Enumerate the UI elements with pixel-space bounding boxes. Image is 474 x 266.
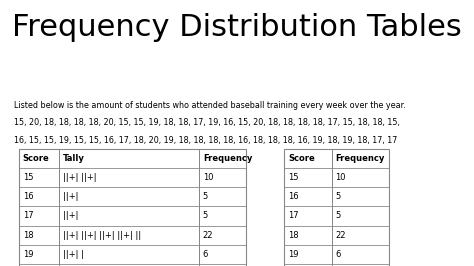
Text: 19: 19 (23, 250, 33, 259)
Text: 15: 15 (23, 173, 33, 182)
Text: 18: 18 (23, 231, 33, 240)
Text: Listed below is the amount of students who attended baseball training every week: Listed below is the amount of students w… (14, 101, 406, 110)
Text: Frequency Distribution Tables: Frequency Distribution Tables (12, 13, 462, 42)
Text: ||+| ||+| ||+| ||+| ||: ||+| ||+| ||+| ||+| || (63, 231, 141, 240)
Text: 15: 15 (288, 173, 299, 182)
Text: 16: 16 (288, 192, 299, 201)
Text: 16, 15, 15, 19, 15, 15, 16, 17, 18, 20, 19, 18, 18, 18, 18, 16, 18, 18, 18, 16, : 16, 15, 15, 19, 15, 15, 16, 17, 18, 20, … (14, 136, 398, 145)
Text: ||+|: ||+| (63, 211, 79, 221)
Text: 18: 18 (288, 231, 299, 240)
Text: 10: 10 (203, 173, 213, 182)
Text: 5: 5 (203, 211, 208, 221)
Text: Score: Score (288, 154, 315, 163)
Text: 17: 17 (288, 211, 299, 221)
Text: Tally: Tally (63, 154, 85, 163)
Text: Frequency: Frequency (336, 154, 385, 163)
Text: ||+|: ||+| (63, 192, 79, 201)
Text: 17: 17 (23, 211, 33, 221)
Text: 19: 19 (288, 250, 299, 259)
Bar (19, 149, 246, 266)
Text: ||+| ||+|: ||+| ||+| (63, 173, 97, 182)
Bar (284, 149, 389, 266)
Text: 10: 10 (336, 173, 346, 182)
Text: Frequency: Frequency (203, 154, 252, 163)
Text: ||+| |: ||+| | (63, 250, 84, 259)
Text: 6: 6 (336, 250, 341, 259)
Text: 5: 5 (336, 192, 341, 201)
Text: 22: 22 (336, 231, 346, 240)
Text: 15, 20, 18, 18, 18, 18, 20, 15, 15, 19, 18, 18, 17, 19, 16, 15, 20, 18, 18, 18, : 15, 20, 18, 18, 18, 18, 20, 15, 15, 19, … (14, 118, 400, 127)
Text: 5: 5 (336, 211, 341, 221)
Text: 16: 16 (23, 192, 33, 201)
Text: 22: 22 (203, 231, 213, 240)
Text: 5: 5 (203, 192, 208, 201)
Text: Score: Score (23, 154, 49, 163)
Text: 6: 6 (203, 250, 208, 259)
